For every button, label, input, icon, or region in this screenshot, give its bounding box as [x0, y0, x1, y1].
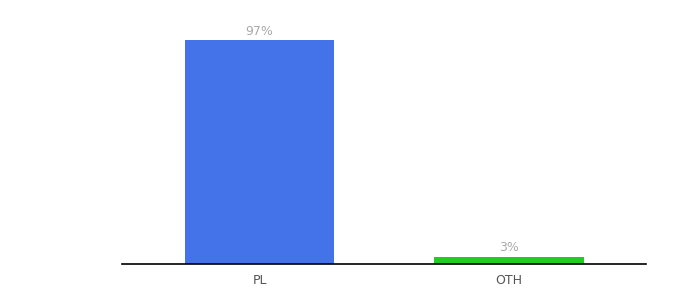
Bar — [185, 40, 335, 264]
Text: 3%: 3% — [499, 241, 519, 254]
Text: 97%: 97% — [245, 25, 273, 38]
Bar — [434, 257, 583, 264]
